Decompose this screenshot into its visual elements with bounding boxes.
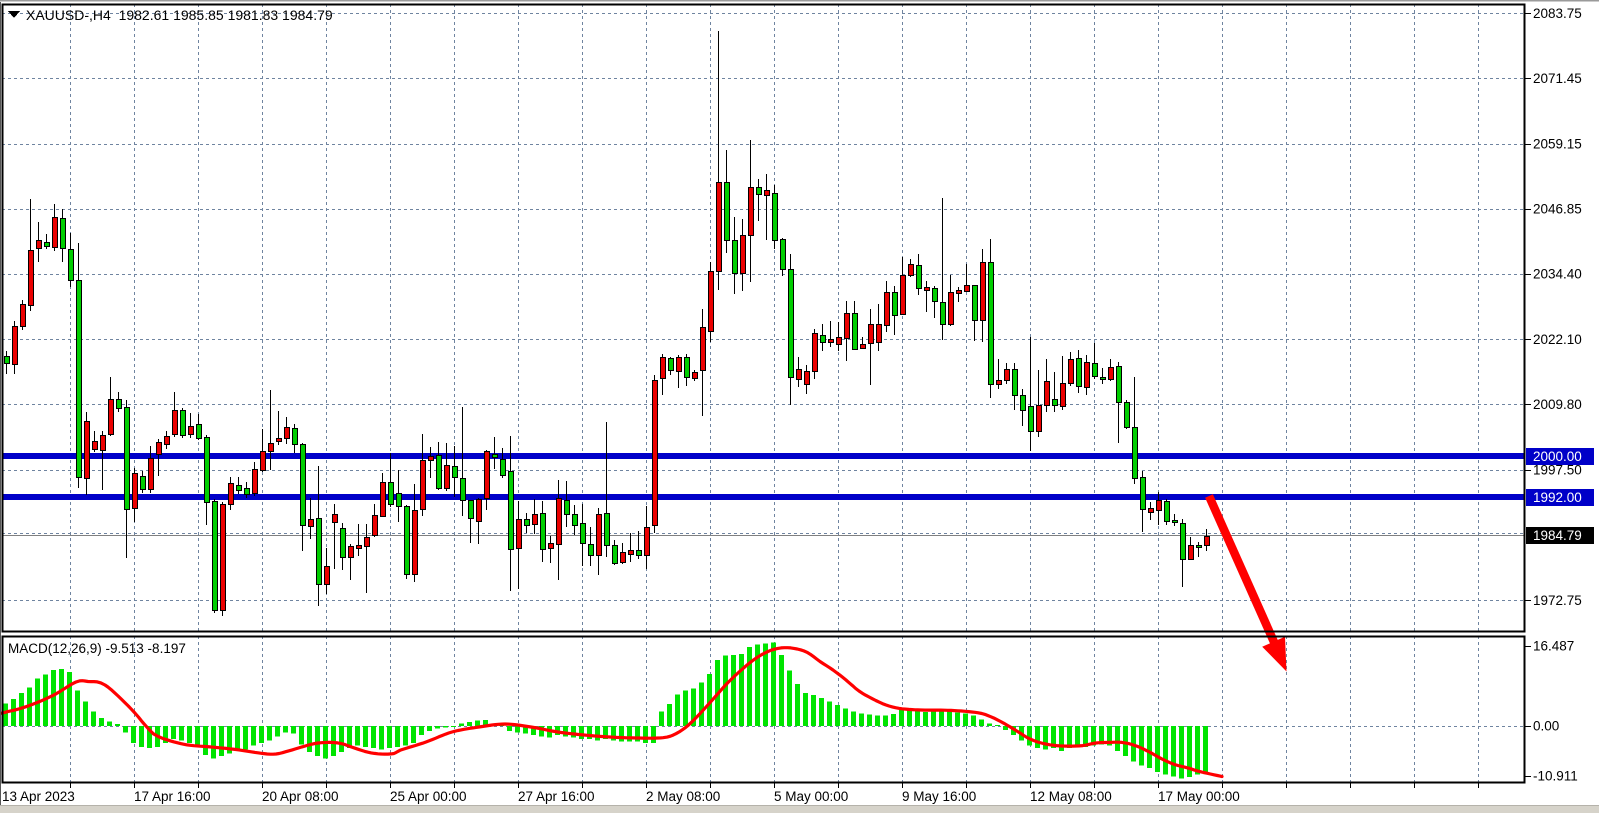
- svg-text:17 May 00:00: 17 May 00:00: [1158, 789, 1240, 804]
- svg-text:2059.15: 2059.15: [1533, 136, 1582, 151]
- svg-text:17 Apr 16:00: 17 Apr 16:00: [134, 789, 211, 804]
- svg-text:2000.00: 2000.00: [1533, 449, 1582, 464]
- svg-text:MACD(12,26,9) -9.513 -8.197: MACD(12,26,9) -9.513 -8.197: [8, 641, 186, 656]
- svg-text:1984.79: 1984.79: [1533, 528, 1582, 543]
- svg-text:9 May 16:00: 9 May 16:00: [902, 789, 976, 804]
- svg-text:2 May 08:00: 2 May 08:00: [646, 789, 720, 804]
- svg-text:2034.40: 2034.40: [1533, 267, 1582, 282]
- svg-text:2046.85: 2046.85: [1533, 202, 1582, 217]
- svg-text:13 Apr 2023: 13 Apr 2023: [2, 789, 75, 804]
- svg-text:1992.00: 1992.00: [1533, 490, 1582, 505]
- svg-text:20 Apr 08:00: 20 Apr 08:00: [262, 789, 339, 804]
- svg-text:2083.75: 2083.75: [1533, 6, 1582, 21]
- svg-text:2022.10: 2022.10: [1533, 332, 1582, 347]
- svg-text:0.00: 0.00: [1533, 719, 1559, 734]
- svg-text:2009.80: 2009.80: [1533, 397, 1582, 412]
- svg-text:-10.911: -10.911: [1533, 769, 1578, 784]
- svg-text:XAUUSD-,H4 1982.61 1985.85 19: XAUUSD-,H4 1982.61 1985.85 1981.83 1984.…: [26, 7, 333, 23]
- svg-text:5 May 00:00: 5 May 00:00: [774, 789, 848, 804]
- svg-text:2071.45: 2071.45: [1533, 71, 1582, 86]
- svg-text:1997.50: 1997.50: [1533, 462, 1582, 477]
- svg-text:16.487: 16.487: [1533, 639, 1574, 654]
- svg-text:1972.75: 1972.75: [1533, 593, 1582, 608]
- svg-text:27 Apr 16:00: 27 Apr 16:00: [518, 789, 595, 804]
- svg-text:25 Apr 00:00: 25 Apr 00:00: [390, 789, 467, 804]
- svg-text:12 May 08:00: 12 May 08:00: [1030, 789, 1112, 804]
